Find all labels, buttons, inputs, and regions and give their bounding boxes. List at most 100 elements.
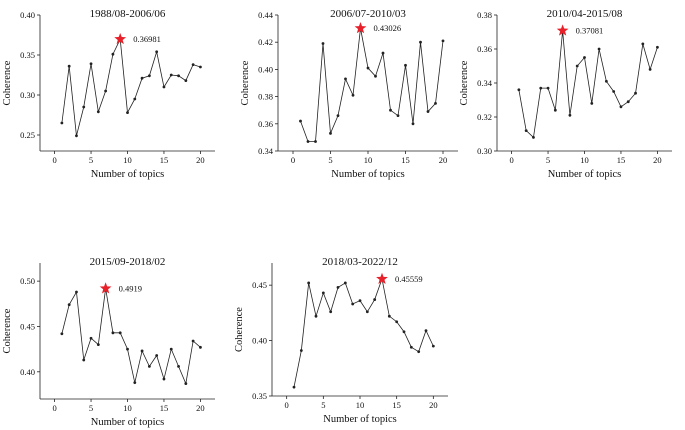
x-axis-label: Number of topics	[548, 169, 622, 180]
x-tick-label: 15	[617, 155, 626, 165]
x-tick-label: 10	[364, 155, 373, 165]
data-point	[140, 349, 144, 353]
data-point	[381, 51, 385, 55]
max-star-marker	[556, 24, 569, 36]
data-point	[419, 40, 422, 44]
data-point	[396, 114, 400, 118]
data-point	[162, 85, 166, 89]
x-tick-label: 20	[653, 155, 662, 165]
data-point	[89, 336, 93, 340]
x-tick-label: 0	[52, 155, 56, 165]
data-point	[431, 344, 435, 348]
data-point	[517, 88, 521, 92]
data-point	[199, 65, 202, 69]
data-point	[641, 42, 645, 46]
y-axis-label: Coherence	[234, 307, 245, 352]
y-tick-label: 0.44	[258, 10, 274, 20]
y-tick-label: 0.34	[258, 146, 274, 156]
data-point	[343, 281, 347, 285]
data-point	[111, 52, 115, 56]
data-point	[184, 382, 188, 385]
y-tick-label: 0.35	[252, 391, 267, 401]
y-tick-label: 0.38	[477, 10, 492, 20]
data-point	[191, 63, 195, 66]
y-tick-label: 0.36	[258, 119, 273, 129]
series-line	[293, 277, 434, 388]
data-point	[365, 310, 369, 314]
data-point	[96, 110, 100, 114]
data-point	[133, 97, 137, 101]
chart-panel-2: 2006/07-2010/03 0 5 10 15 20 0.34 0.36 0.38 0.40 0…	[240, 8, 458, 180]
series-line	[518, 30, 658, 139]
data-point	[590, 102, 594, 105]
max-value-annotation: 0.37081	[576, 26, 604, 36]
x-axis-label: Number of topics	[91, 417, 165, 428]
data-point	[177, 364, 180, 368]
data-point	[634, 91, 637, 95]
x-tick-label: 15	[392, 400, 401, 410]
x-tick-label: 5	[89, 403, 93, 413]
y-tick-label: 0.34	[477, 78, 493, 88]
y-tick-label: 0.40	[20, 367, 35, 377]
data-point	[604, 79, 608, 83]
data-point	[177, 74, 180, 78]
data-point	[292, 385, 296, 389]
x-tick-label: 10	[123, 155, 132, 165]
data-point	[306, 140, 310, 143]
data-point	[75, 134, 78, 138]
data-point	[89, 62, 93, 66]
y-axis-label: Coherence	[2, 60, 13, 105]
data-point	[434, 102, 437, 105]
max-star-marker	[376, 272, 388, 284]
data-point	[539, 86, 543, 90]
data-point	[417, 350, 421, 354]
series-line	[61, 37, 201, 136]
data-point	[82, 358, 86, 362]
max-star-marker	[99, 282, 112, 294]
series-line	[61, 288, 201, 386]
data-point	[111, 331, 115, 335]
data-point	[374, 74, 377, 78]
x-tick-label: 0	[52, 403, 56, 413]
data-point	[299, 119, 302, 123]
x-axis-label: Number of topics	[331, 169, 405, 180]
data-point	[126, 347, 129, 351]
data-point	[373, 298, 377, 301]
data-point	[553, 108, 557, 112]
data-point	[387, 314, 391, 318]
data-point	[409, 345, 413, 349]
y-tick-label: 0.50	[20, 276, 35, 286]
max-value-annotation: 0.45559	[395, 274, 423, 284]
x-tick-label: 5	[546, 155, 550, 165]
x-tick-label: 10	[580, 155, 589, 165]
data-point	[612, 90, 616, 93]
chart-title: 2006/07-2010/03	[330, 8, 406, 20]
max-star-marker	[354, 22, 367, 34]
y-axis-label: Coherence	[459, 60, 470, 105]
data-point	[329, 131, 332, 135]
data-point	[314, 140, 317, 143]
y-tick-label: 0.45	[20, 321, 35, 331]
data-point	[67, 303, 71, 307]
x-tick-label: 20	[439, 155, 448, 165]
y-tick-label: 0.30	[20, 90, 35, 100]
y-tick-label: 0.36	[477, 44, 492, 54]
y-tick-label: 0.30	[477, 146, 492, 156]
data-point	[67, 64, 71, 68]
data-point	[336, 114, 340, 118]
x-tick-label: 10	[356, 400, 365, 410]
data-point	[60, 332, 64, 336]
data-point	[321, 291, 325, 295]
data-point	[147, 74, 151, 78]
data-point	[411, 122, 415, 126]
data-point	[404, 63, 407, 67]
x-axis-label: Number of topics	[323, 414, 397, 425]
chart-panel-1: 1988/08-2006/06 0 5 10 15 20 0.25 0.30 0.35 0.40 N…	[2, 8, 215, 180]
y-tick-label: 0.42	[258, 37, 273, 47]
y-tick-label: 0.40	[252, 336, 267, 346]
data-point	[532, 136, 535, 139]
data-point	[147, 364, 151, 368]
data-point	[366, 66, 370, 70]
data-point	[140, 76, 144, 80]
chart-panel-4: 2015/09-2018/02 0 5 10 15 20 0.40 0.45 0.50 Numbe…	[2, 256, 215, 428]
